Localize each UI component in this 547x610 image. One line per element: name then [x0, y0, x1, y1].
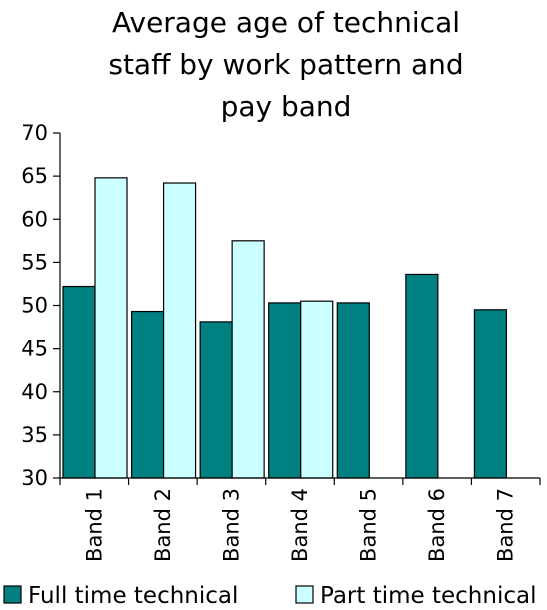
x-tick-label: Band 1 — [82, 488, 106, 562]
bar-full-time-band-2 — [130, 310, 165, 479]
y-axis: 30 35 40 45 50 55 60 65 70 — [21, 121, 61, 490]
x-tick-label: Band 5 — [357, 488, 381, 562]
legend-swatch-full-time — [3, 585, 22, 604]
x-tick-label: Band 4 — [288, 488, 312, 562]
bar-full-time-band-1 — [62, 285, 96, 479]
bar-full-time-band-6 — [405, 273, 439, 479]
x-tick-label: Band 2 — [151, 488, 175, 562]
y-tick-label: 40 — [21, 380, 48, 404]
y-tick-label: 30 — [21, 466, 48, 490]
x-tick-label: Band 3 — [219, 488, 243, 562]
legend-swatch-part-time — [295, 585, 314, 604]
bar-part-time-band-3 — [231, 240, 265, 479]
bar-full-time-band-5 — [336, 302, 370, 479]
bar-part-time-band-2 — [162, 182, 197, 479]
y-tick-label: 50 — [21, 294, 48, 318]
y-tick-label: 70 — [21, 121, 48, 145]
x-tick-label: Band 6 — [425, 488, 449, 562]
legend-label-part-time: Part time technical — [320, 583, 536, 609]
chart-title-line-3: pay band — [221, 90, 352, 123]
chart-title-line-2: staff by work pattern and — [108, 48, 463, 81]
y-tick-label: 55 — [21, 250, 48, 274]
x-axis: Band 1 Band 2 Band 3 Band 4 Band 5 Band 6 Band… — [59, 477, 541, 562]
x-tick-label: Band 7 — [494, 488, 518, 562]
bar-part-time-band-4 — [300, 300, 334, 479]
chart-title: Average age of technical staff by work p… — [108, 6, 463, 123]
chart-title-line-1: Average age of technical — [112, 6, 460, 39]
bars — [62, 177, 508, 479]
bar-full-time-band-3 — [199, 321, 233, 479]
legend-label-full-time: Full time technical — [28, 583, 238, 609]
y-tick-label: 60 — [21, 207, 48, 231]
legend: Full time technical Part time technical — [3, 583, 536, 609]
bar-full-time-band-4 — [268, 302, 302, 479]
y-tick-label: 65 — [21, 164, 48, 188]
bar-part-time-band-1 — [94, 177, 128, 479]
bar-full-time-band-7 — [473, 309, 508, 479]
y-tick-label: 35 — [21, 423, 48, 447]
y-tick-label: 45 — [21, 337, 48, 361]
